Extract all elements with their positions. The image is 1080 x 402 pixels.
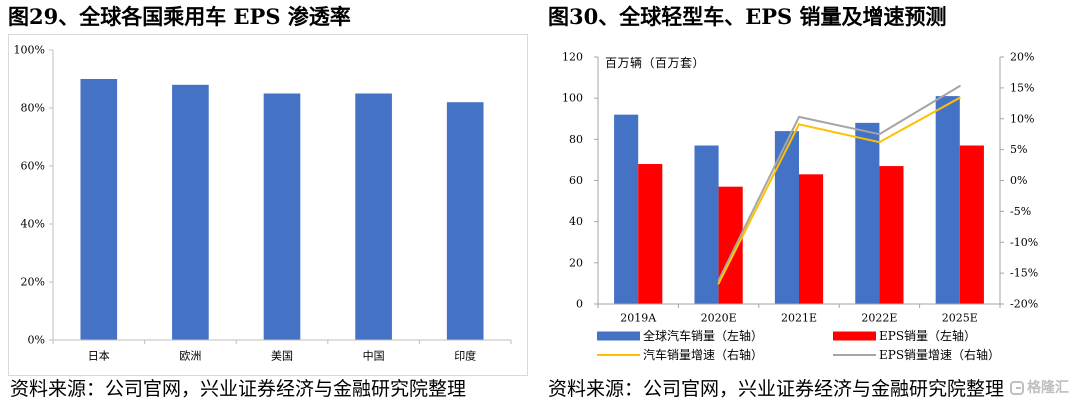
- chart-frame: [8, 34, 528, 376]
- left-y-tick-label: 40: [569, 215, 583, 228]
- left-y-tick-label: 80: [569, 133, 583, 146]
- y-tick-label: 0%: [28, 334, 45, 347]
- penetration-bar-4: [355, 93, 392, 340]
- right-y-tick-label: 10%: [1010, 112, 1034, 125]
- right-y-tick-label: -10%: [1010, 236, 1038, 249]
- vehicle-growth-point-2021e: [798, 123, 800, 126]
- vehicle-growth-point-2025e: [958, 96, 961, 99]
- glh-logo-icon: [1010, 381, 1024, 395]
- right-y-tick-label: 15%: [1010, 81, 1034, 94]
- figure-29-title: 图29、全球各国乘用车 EPS 渗透率: [8, 4, 351, 29]
- unit-label: 百万辆（百万套）: [605, 56, 705, 70]
- x-tick-label: 印度: [454, 349, 476, 363]
- left-y-tick-label: 100: [562, 92, 583, 105]
- x-tick-label: 2025E: [942, 312, 978, 325]
- x-tick-label: 日本: [88, 349, 110, 363]
- vehicle-growth-line: [717, 96, 961, 285]
- vehicle-growth-point-2022e: [878, 141, 881, 144]
- eps-growth-point-2022e: [878, 133, 881, 136]
- legend-label-vehicle-growth: 汽车销量增速（右轴）: [643, 347, 763, 362]
- watermark: 格隆汇: [1010, 379, 1069, 397]
- eps-penetration-chart: 0% 20% 40% 60% 80% 100% 日本 欧洲 美国 中国 印度: [8, 34, 528, 376]
- eps-sales-bar-2019a: [638, 164, 663, 304]
- eps-sales-bar-2025e: [959, 145, 984, 304]
- left-y-tick-label: 60: [569, 174, 583, 187]
- left-y-tick-label: 0: [576, 298, 583, 311]
- right-y-tick-label: 5%: [1010, 143, 1027, 156]
- x-tick-label: 2021E: [781, 312, 817, 325]
- legend-swatch-vehicle-sales: [597, 331, 640, 341]
- legend-label-eps-growth: EPS销量增速（右轴）: [879, 347, 1000, 362]
- eps-growth-point-2025e: [958, 85, 961, 88]
- legend-label-vehicle-sales: 全球汽车销量（左轴）: [643, 328, 763, 343]
- y-tick-label: 80%: [21, 102, 45, 115]
- eps-sales-bar-2021e: [799, 174, 824, 304]
- source-note-left: 资料来源：公司官网，兴业证券经济与金融研究院整理: [10, 378, 467, 400]
- right-y-tick-label: -20%: [1010, 298, 1038, 311]
- right-y-tick-label: -15%: [1010, 267, 1038, 280]
- x-tick-label: 中国: [363, 350, 385, 363]
- vehicle-sales-bar-2022e: [855, 122, 880, 304]
- y-tick-label: 40%: [21, 218, 45, 231]
- penetration-bar-2: [172, 84, 209, 340]
- source-note-right: 资料来源：公司官网，兴业证券经济与金融研究院整理: [548, 378, 1005, 400]
- eps-growth-point-2021e: [798, 115, 800, 118]
- eps-sales-bar-2020e: [718, 186, 743, 304]
- vehicle-growth-point-2020e: [717, 282, 720, 285]
- left-y-tick-label: 120: [562, 51, 583, 64]
- penetration-bar-3: [263, 93, 301, 340]
- eps-sales-bar-2022e: [879, 166, 904, 304]
- vehicle-sales-bar-2020e: [694, 145, 719, 304]
- legend-label-eps-sales: EPS销量（左轴）: [879, 328, 976, 343]
- figure-30-title: 图30、全球轻型车、EPS 销量及增速预测: [548, 4, 947, 29]
- penetration-bar-5: [446, 102, 484, 340]
- legend-swatch-eps-sales: [833, 331, 876, 341]
- vehicle-sales-bar-2025e: [935, 96, 960, 304]
- watermark-text: 格隆汇: [1027, 380, 1069, 396]
- penetration-bar-1: [80, 79, 118, 340]
- right-y-tick-label: 20%: [1010, 51, 1034, 64]
- x-tick-label: 2022E: [861, 312, 897, 325]
- y-tick-label: 100%: [14, 44, 45, 57]
- y-tick-label: 20%: [21, 276, 45, 289]
- x-tick-label: 2019A: [620, 312, 657, 325]
- x-tick-label: 欧洲: [179, 350, 201, 363]
- eps-growth-line: [717, 85, 961, 281]
- vehicle-eps-sales-chart: 百万辆（百万套） 0 20 40 60 80 100 120 20% 15% 10% 5% 0% -5% -…: [562, 51, 1038, 363]
- x-tick-label: 2020E: [701, 312, 737, 325]
- vehicle-sales-bar-2019a: [614, 114, 639, 304]
- y-tick-label: 60%: [21, 160, 45, 173]
- right-y-tick-label: -5%: [1010, 205, 1031, 218]
- x-tick-label: 美国: [271, 350, 293, 363]
- right-y-tick-label: 0%: [1010, 174, 1027, 187]
- left-y-tick-label: 20: [569, 256, 583, 269]
